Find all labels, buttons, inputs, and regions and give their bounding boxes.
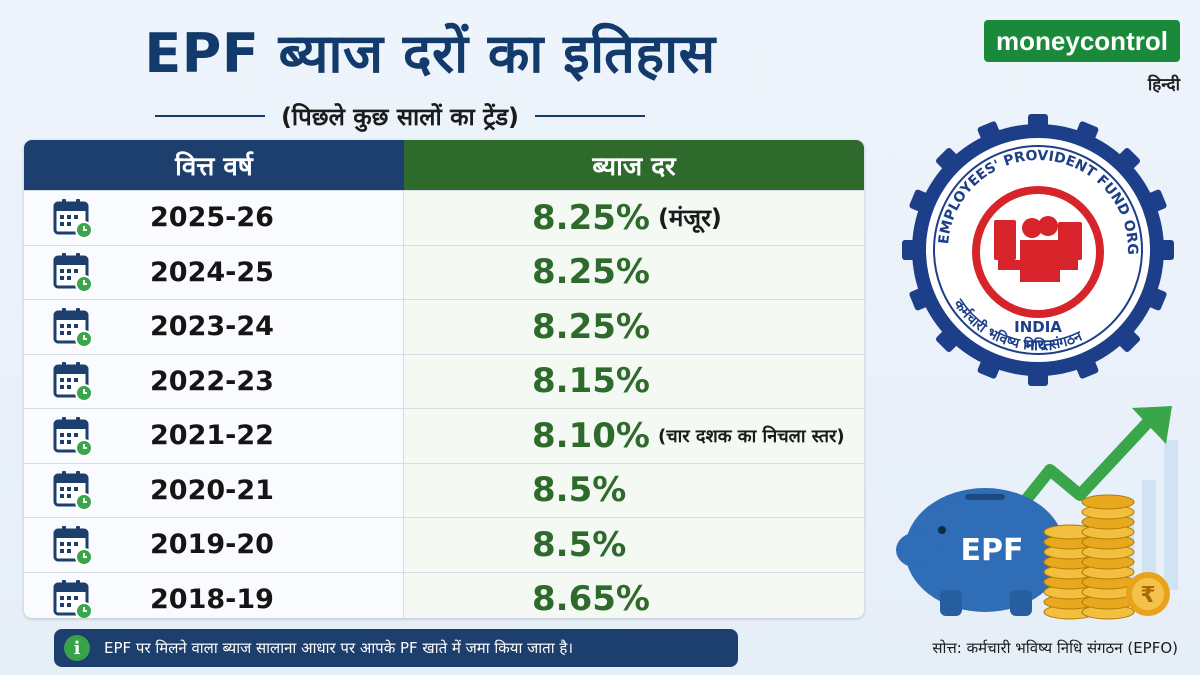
logo-country-en: INDIA [1014, 318, 1062, 336]
rate-cell: 8.10% (चार दशक का निचला स्तर) [404, 409, 864, 463]
coin-stack-icon [1043, 494, 1135, 620]
info-text: EPF पर मिलने वाला ब्याज सालाना आधार पर आ… [104, 639, 574, 657]
rupee-coin-icon: ₹ [1126, 572, 1170, 616]
piggy-bank-icon: EPF [896, 488, 1065, 616]
header-rate: ब्याज दर [404, 140, 864, 190]
subtitle-row: (पिछले कुछ सालों का ट्रेंड) [100, 98, 700, 134]
year-cell: 2018-19 [24, 572, 404, 618]
year-cell: 2020-21 [24, 463, 404, 517]
info-icon: i [64, 635, 90, 661]
rate-value: 8.25% [532, 252, 650, 293]
rate-cell: 8.5% [404, 463, 864, 517]
savings-illustration: EPF ₹ [896, 406, 1178, 620]
year-label: 2018-19 [150, 583, 274, 615]
rate-cell: 8.25% [404, 300, 864, 354]
calendar-icon [53, 416, 93, 457]
table-row: 2021-22 8.10% (चार दशक का निचला स्तर) [24, 408, 864, 463]
brand-language: हिन्दी [1147, 75, 1180, 95]
year-cell: 2023-24 [24, 300, 404, 354]
epfo-logo: EMPLOYEES' PROVIDENT FUND ORGANISATION क… [898, 110, 1174, 386]
year-label: 2024-25 [150, 256, 274, 288]
rate-value: 8.25% [532, 197, 650, 238]
year-cell: 2021-22 [24, 409, 404, 463]
year-label: 2020-21 [150, 474, 274, 506]
rate-cell: 8.5% [404, 518, 864, 572]
header-year: वित्त वर्ष [24, 140, 404, 190]
rate-value: 8.10% [532, 415, 650, 456]
year-label: 2022-23 [150, 365, 274, 397]
subtitle-divider-right [535, 115, 646, 117]
table-row: 2022-23 8.15% [24, 353, 864, 408]
rate-value: 8.15% [532, 361, 650, 402]
logo-country-hi: भारत [1023, 336, 1054, 354]
table-row: 2023-24 8.25% [24, 299, 864, 354]
brand-logo: money control [984, 20, 1180, 62]
source-note: सोत्त: कर्मचारी भविष्य निधि संगठन (EPFO) [932, 639, 1178, 657]
year-cell: 2022-23 [24, 354, 404, 408]
rate-cell: 8.15% [404, 354, 864, 408]
rates-table: वित्त वर्ष ब्याज दर 2025-26 8.25% (मंजूर… [24, 140, 864, 618]
year-label: 2023-24 [150, 311, 274, 343]
table-row: 2020-21 8.5% [24, 462, 864, 517]
year-cell: 2025-26 [24, 191, 404, 245]
rate-cell: 8.65% [404, 572, 864, 618]
rupee-symbol: ₹ [1140, 583, 1155, 608]
calendar-icon [53, 525, 93, 566]
rate-value: 8.5% [532, 470, 627, 511]
calendar-icon [53, 253, 93, 294]
table-body: 2025-26 8.25% (मंजूर) 2024-25 8.25% [24, 190, 864, 618]
calendar-icon [53, 307, 93, 348]
growth-arrow-icon [1005, 406, 1172, 524]
subtitle-divider-left [154, 115, 265, 117]
brand-name-part2: control [1079, 25, 1168, 56]
page-subtitle: (पिछले कुछ सालों का ट्रेंड) [280, 102, 520, 131]
rate-cell: 8.25% (मंजूर) [404, 191, 864, 245]
table-row: 2025-26 8.25% (मंजूर) [24, 190, 864, 245]
calendar-icon [53, 580, 93, 618]
rate-value: 8.65% [532, 579, 650, 618]
brand-name-part1: money [996, 25, 1080, 56]
info-banner: i EPF पर मिलने वाला ब्याज सालाना आधार पर… [54, 629, 738, 667]
table-row: 2024-25 8.25% [24, 244, 864, 299]
year-label: 2025-26 [150, 202, 274, 234]
rate-note: (मंजूर) [657, 204, 722, 233]
calendar-icon [53, 198, 93, 239]
year-label: 2021-22 [150, 420, 274, 452]
page-title: EPF ब्याज दरों का इतिहास [144, 22, 716, 85]
rate-value: 8.25% [532, 306, 650, 347]
rate-value: 8.5% [532, 524, 627, 565]
calendar-icon [53, 471, 93, 512]
year-label: 2019-20 [150, 529, 274, 561]
rate-cell: 8.25% [404, 245, 864, 299]
rate-note: (चार दशक का निचला स्तर) [657, 425, 845, 447]
year-cell: 2024-25 [24, 245, 404, 299]
calendar-icon [53, 362, 93, 403]
year-cell: 2019-20 [24, 518, 404, 572]
piggy-label: EPF [961, 533, 1024, 568]
table-header: वित्त वर्ष ब्याज दर [24, 140, 864, 190]
table-row: 2019-20 8.5% [24, 517, 864, 572]
workers-emblem-icon [994, 216, 1082, 282]
table-row: 2018-19 8.65% [24, 571, 864, 618]
